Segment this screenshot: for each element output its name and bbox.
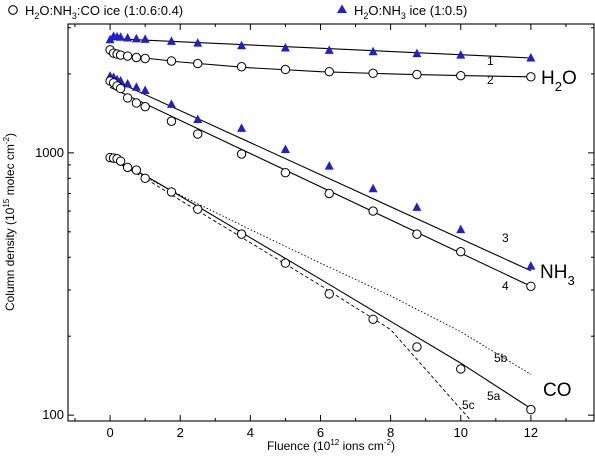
species-label-h2o: H2O — [541, 68, 577, 94]
data-points — [105, 31, 536, 415]
data-point-triangle — [368, 183, 378, 193]
curve-label-2: 2 — [487, 73, 494, 87]
x-tick-label: 6 — [317, 425, 324, 440]
x-axis-label: Fluence (1012 ions cm-2) — [267, 438, 395, 453]
x-tick-label: 2 — [177, 425, 184, 440]
data-point-circle — [324, 66, 334, 77]
data-point-triangle — [237, 40, 247, 50]
curve-label-5a: 5a — [487, 389, 501, 403]
data-point-triangle — [193, 38, 203, 47]
x-tick-label: 4 — [247, 425, 254, 440]
legend-triangle-marker — [337, 4, 347, 13]
data-point-circle — [131, 98, 142, 108]
data-point-triangle — [131, 33, 141, 43]
species-label-nh3: NH3 — [540, 262, 575, 288]
data-point-circle — [122, 51, 133, 61]
data-point-circle — [456, 364, 466, 374]
data-point-circle — [166, 187, 177, 197]
data-point-circle — [193, 129, 203, 139]
x-tick-label: 10 — [454, 425, 468, 440]
y-tick-label: 100 — [42, 407, 64, 422]
data-point-circle — [324, 289, 334, 299]
fit-lines — [109, 37, 532, 422]
data-point-circle — [236, 149, 247, 159]
data-point-circle — [131, 165, 142, 175]
data-point-circle — [193, 204, 203, 214]
curve-label-5c: 5c — [462, 398, 475, 412]
legend-triangle-label: H2O:NH3 ice (1:0.5) — [354, 3, 467, 21]
data-point-triangle — [116, 32, 126, 41]
data-point-circle — [236, 62, 247, 72]
data-point-circle — [456, 70, 466, 81]
curve-label-1: 1 — [487, 54, 494, 68]
data-point-circle — [131, 52, 142, 63]
data-point-circle — [115, 156, 126, 166]
x-tick-label: 12 — [524, 425, 538, 440]
legend-circle-label: H2O:NH3:CO ice (1:0.6:0.4) — [25, 3, 183, 21]
x-tick-label: 0 — [106, 425, 113, 440]
data-point-circle — [122, 93, 133, 103]
data-point-triangle — [280, 43, 290, 52]
data-point-triangle — [526, 261, 536, 270]
tick-labels: 0 2 4 6 8 10 12 100 1000 — [35, 145, 538, 440]
data-point-circle — [412, 229, 422, 239]
fit-line-3 — [109, 78, 532, 272]
curve-label-4: 4 — [502, 279, 509, 293]
data-point-circle — [412, 342, 422, 352]
fit-line-5b — [109, 158, 532, 375]
data-point-triangle — [123, 79, 133, 88]
plot-frame — [67, 23, 595, 422]
data-point-circle — [166, 56, 177, 66]
data-point-triangle — [123, 33, 133, 42]
data-point-circle — [526, 281, 536, 291]
data-point-triangle — [166, 99, 176, 108]
data-point-triangle — [456, 224, 466, 234]
data-point-triangle — [131, 82, 141, 91]
data-point-circle — [368, 206, 378, 216]
legend: H2O:NH3:CO ice (1:0.6:0.4) H2O:NH3 ice (… — [8, 3, 467, 21]
curve-label-5b: 5b — [494, 351, 508, 365]
data-point-circle — [526, 72, 536, 82]
data-point-circle — [122, 162, 133, 173]
data-point-triangle — [166, 36, 176, 45]
x-tick-label: 8 — [387, 425, 394, 440]
data-point-circle — [368, 68, 378, 79]
data-point-circle — [280, 168, 291, 178]
data-point-triangle — [193, 114, 203, 124]
data-point-triangle — [324, 45, 334, 54]
fit-line-5c — [109, 158, 472, 422]
axis-ticks — [68, 24, 594, 421]
data-point-circle — [280, 258, 291, 268]
data-point-circle — [166, 116, 177, 126]
data-point-triangle — [456, 50, 466, 59]
data-point-circle — [236, 229, 247, 239]
data-point-triangle — [368, 46, 378, 56]
data-point-circle — [412, 69, 422, 80]
data-point-circle — [115, 83, 126, 94]
data-point-triangle — [140, 85, 150, 94]
data-point-triangle — [237, 123, 247, 132]
curve-label-3: 3 — [502, 231, 509, 245]
species-label-co: CO — [543, 380, 572, 401]
data-point-triangle — [412, 202, 422, 211]
data-point-circle — [140, 101, 150, 112]
data-point-triangle — [280, 144, 290, 154]
legend-circle-marker — [8, 5, 18, 15]
data-point-circle — [140, 53, 150, 64]
data-point-circle — [324, 188, 334, 199]
data-point-triangle — [324, 161, 334, 170]
data-point-circle — [280, 64, 291, 75]
data-point-circle — [193, 58, 203, 69]
data-point-circle — [368, 314, 378, 324]
data-point-triangle — [140, 34, 150, 43]
data-point-circle — [140, 173, 150, 183]
data-point-circle — [456, 246, 466, 257]
data-point-triangle — [526, 53, 536, 62]
y-tick-label: 1000 — [35, 145, 64, 160]
y-axis-label: Column density (1015 molec cm-2) — [2, 133, 17, 311]
data-point-circle — [526, 404, 536, 415]
data-point-triangle — [412, 48, 422, 58]
